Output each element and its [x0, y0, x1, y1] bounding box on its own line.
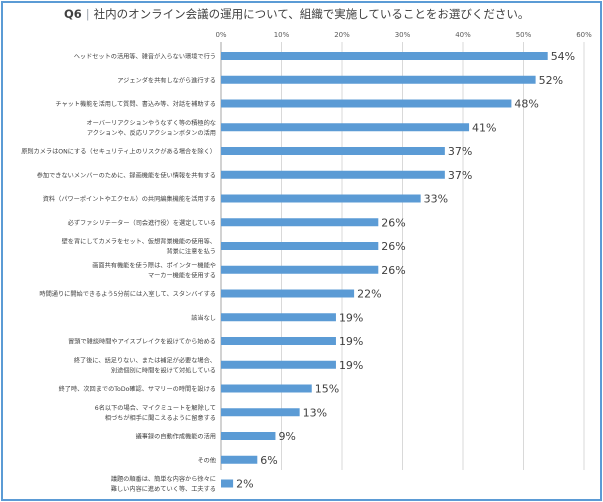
category-label: 6名以下の場合、マイクミュートを解除して相づちが相手に聞こえるように留意する: [95, 404, 216, 422]
data-label: 41%: [472, 121, 496, 134]
bar: [221, 432, 276, 440]
category-label: 該当なし: [191, 314, 216, 322]
data-label: 37%: [448, 145, 472, 158]
data-label: 2%: [236, 478, 253, 491]
category-label: 画面共有機能を使う際は、ポインター機能やマーカー機能を使用する: [92, 261, 216, 279]
category-label-line: 議事録の自動作成機能の活用: [136, 433, 216, 441]
data-label: 26%: [381, 240, 405, 253]
bar: [221, 313, 336, 322]
category-label-line: 冒頭で雑談時間やアイスブレイクを設けてから始める: [68, 338, 216, 346]
x-tick-label: 30%: [395, 31, 411, 39]
bar: [221, 479, 234, 488]
category-label-line: アジェンダを共有しながら進行する: [117, 76, 216, 84]
data-label: 33%: [424, 193, 448, 206]
category-label-line: 終了時、次回までのToDo確認、サマリーの時間を設ける: [59, 385, 216, 393]
bar: [221, 194, 421, 203]
category-label: その他: [197, 456, 216, 464]
category-label-line: 相づちが相手に聞こえるように留意する: [105, 414, 216, 422]
category-label: 時間通りに開始できるよう5分前には入室して、スタンバイする: [39, 290, 216, 298]
x-tick-label: 40%: [455, 31, 471, 39]
category-label: 議題の順番は、簡単な内容から徐々に難しい内容に進めていく等、工夫する: [111, 475, 216, 493]
data-label: 26%: [381, 264, 405, 277]
category-label: 議事録の自動作成機能の活用: [136, 433, 216, 441]
data-label: 26%: [381, 216, 405, 229]
bar: [221, 384, 312, 393]
category-label-line: 6名以下の場合、マイクミュートを解除して: [95, 404, 216, 412]
bar: [221, 455, 258, 464]
bar: [221, 218, 379, 227]
bar: [221, 123, 470, 132]
bar: [221, 52, 548, 60]
category-label: 資料（パワーポイントやエクセル）の共同編集機能を活用する: [43, 195, 216, 203]
title-separator: |: [85, 7, 90, 21]
category-label: オーバーリアクションやうなずく等の積極的なアクションや、反応リアクションボタンの…: [86, 119, 216, 137]
category-label: 冒頭で雑談時間やアイスブレイクを設けてから始める: [68, 338, 216, 346]
question-number: Q6: [64, 7, 82, 21]
data-label: 13%: [303, 406, 327, 419]
category-label: アジェンダを共有しながら進行する: [117, 76, 216, 84]
data-label: 9%: [278, 430, 295, 443]
data-label: 54%: [551, 50, 575, 63]
bar: [221, 408, 300, 417]
category-label-line: 必ずファシリテーター（司会進行役）を選定している: [68, 219, 216, 227]
category-label-line: 壁を背にしてカメラをセット、仮想背景機能の使用等、: [62, 238, 216, 246]
data-label: 19%: [339, 335, 363, 348]
category-label: 終了後に、話足りない、または補足が必要な場合、別途個別に時間を設けて対処している: [74, 356, 216, 374]
x-tick-label: 60%: [576, 31, 592, 39]
category-label-line: オーバーリアクションやうなずく等の積極的な: [86, 119, 216, 127]
bar: [221, 289, 355, 298]
bar: [221, 99, 512, 108]
chart-title: Q6 | 社内のオンライン会議の運用について、組織で実施していることをお選びください…: [64, 6, 529, 22]
bar: [221, 75, 536, 84]
category-label-line: 難しい内容に進めていく等、工夫する: [111, 485, 216, 493]
x-tick-label: 50%: [516, 31, 532, 39]
category-label-line: チャット機能を活用して質問、書込み等、対話を補助する: [55, 100, 216, 108]
category-label-line: 背景に注意を払う: [167, 248, 217, 256]
category-label: 原則カメラはONにする（セキュリティ上のリスクがある場合を除く）: [21, 148, 216, 156]
category-label: 壁を背にしてカメラをセット、仮想背景機能の使用等、背景に注意を払う: [62, 238, 216, 256]
category-label-line: 原則カメラはONにする（セキュリティ上のリスクがある場合を除く）: [21, 148, 216, 156]
category-label-line: 別途個別に時間を設けて対処している: [111, 366, 216, 374]
data-label: 37%: [448, 169, 472, 182]
category-label-line: その他: [197, 456, 216, 464]
category-label: 必ずファシリテーター（司会進行役）を選定している: [68, 219, 216, 227]
category-label: 参加できないメンバーのために、録画機能を使い情報を共有する: [37, 171, 216, 179]
category-label-line: 議題の順番は、簡単な内容から徐々に: [111, 475, 216, 483]
bar: [221, 170, 445, 179]
category-label-line: 該当なし: [191, 314, 216, 322]
data-label: 22%: [357, 288, 381, 301]
category-label-line: ヘッドセットの活用等、雑音が入らない環境で行う: [74, 53, 216, 61]
bar: [221, 360, 336, 369]
category-label: チャット機能を活用して質問、書込み等、対話を補助する: [55, 100, 216, 108]
bar: [221, 337, 336, 345]
bar: [221, 265, 379, 274]
category-label-line: 参加できないメンバーのために、録画機能を使い情報を共有する: [37, 171, 216, 179]
question-text: 社内のオンライン会議の運用について、組織で実施していることをお選びください。: [93, 7, 530, 21]
bar: [221, 242, 379, 250]
data-label: 48%: [514, 98, 538, 111]
x-tick-label: 20%: [334, 31, 350, 39]
category-label: 終了時、次回までのToDo確認、サマリーの時間を設ける: [59, 385, 216, 393]
bar: [221, 147, 445, 155]
x-tick-label: 0%: [215, 31, 226, 39]
data-label: 52%: [539, 74, 563, 87]
data-label: 15%: [315, 383, 339, 396]
category-label-line: 画面共有機能を使う際は、ポインター機能や: [92, 261, 216, 269]
category-label-line: 資料（パワーポイントやエクセル）の共同編集機能を活用する: [43, 195, 216, 203]
category-label: ヘッドセットの活用等、雑音が入らない環境で行う: [74, 53, 216, 61]
data-label: 19%: [339, 359, 363, 372]
category-label-line: マーカー機能を使用する: [148, 271, 216, 279]
data-label: 6%: [260, 454, 277, 467]
x-tick-label: 10%: [274, 31, 290, 39]
category-label-line: アクションや、反応リアクションボタンの活用: [87, 129, 216, 137]
data-label: 19%: [339, 311, 363, 324]
category-label-line: 時間通りに開始できるよう5分前には入室して、スタンバイする: [39, 290, 216, 298]
category-label-line: 終了後に、話足りない、または補足が必要な場合、: [74, 356, 216, 364]
